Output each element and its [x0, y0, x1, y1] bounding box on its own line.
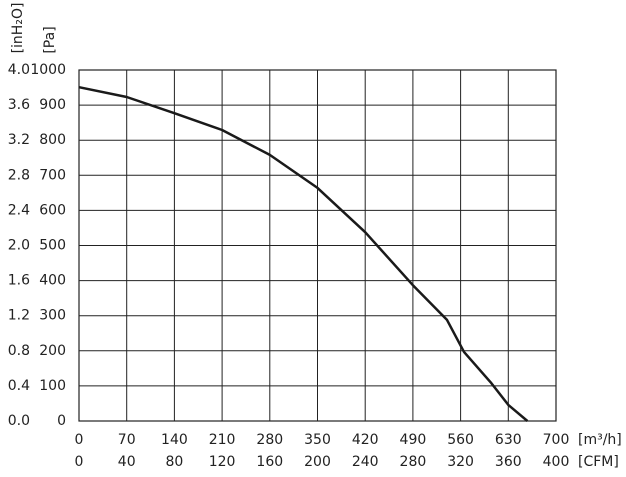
- y2-tick-label: 0.4: [8, 378, 30, 394]
- plot-frame: [78, 69, 557, 422]
- y-tick-label: 900: [39, 97, 66, 113]
- y-tick-label: 800: [39, 132, 66, 148]
- x-tick-label: 210: [209, 432, 236, 448]
- y2-tick-label: 3.6: [8, 97, 30, 113]
- y2-tick-label: 3.2: [8, 132, 30, 148]
- y-tick-label: 300: [39, 308, 66, 324]
- y-tick-label: 0: [57, 413, 66, 429]
- x-tick-label: 0: [75, 432, 84, 448]
- x-tick-label: 630: [495, 432, 522, 448]
- y-axis-title: [Pa]: [42, 26, 58, 53]
- x2-tick-label: 120: [209, 454, 236, 470]
- y-tick-label: 600: [39, 202, 66, 218]
- x2-tick-label: 400: [543, 454, 570, 470]
- x-tick-label: 140: [161, 432, 188, 448]
- x2-tick-label: 160: [256, 454, 283, 470]
- y2-tick-label: 1.6: [8, 273, 30, 289]
- x-tick-label: 420: [352, 432, 379, 448]
- x2-tick-label: 320: [447, 454, 474, 470]
- x2-tick-label: 240: [352, 454, 379, 470]
- x2-tick-label: 360: [495, 454, 522, 470]
- fan-curve: [78, 85, 529, 422]
- x-tick-label: 350: [304, 432, 331, 448]
- x-tick-label: 560: [447, 432, 474, 448]
- x2-tick-label: 0: [75, 454, 84, 470]
- y-tick-label: 200: [39, 343, 66, 359]
- y2-tick-label: 0.0: [8, 413, 30, 429]
- y2-tick-label: 4.0: [8, 62, 30, 78]
- x2-axis-title: [CFM]: [578, 454, 619, 470]
- y2-tick-label: 2.8: [8, 167, 30, 183]
- y-tick-label: 500: [39, 238, 66, 254]
- y2-axis-title: [inH₂O]: [10, 3, 26, 54]
- y2-tick-label: 2.4: [8, 202, 30, 218]
- x-tick-label: 280: [256, 432, 283, 448]
- x-tick-label: 490: [400, 432, 427, 448]
- y-tick-label: 400: [39, 273, 66, 289]
- y-tick-label: 100: [39, 378, 66, 394]
- y2-tick-label: 0.8: [8, 343, 30, 359]
- x2-tick-label: 280: [400, 454, 427, 470]
- y-tick-label: 1000: [30, 62, 66, 78]
- x-tick-label: 70: [118, 432, 136, 448]
- y2-tick-label: 2.0: [8, 238, 30, 254]
- x-tick-label: 700: [543, 432, 570, 448]
- y-tick-label: 700: [39, 167, 66, 183]
- x2-tick-label: 40: [118, 454, 136, 470]
- x2-tick-label: 200: [304, 454, 331, 470]
- y2-tick-label: 1.2: [8, 308, 30, 324]
- x-axis-title: [m³/h]: [578, 432, 622, 448]
- x2-tick-label: 80: [165, 454, 183, 470]
